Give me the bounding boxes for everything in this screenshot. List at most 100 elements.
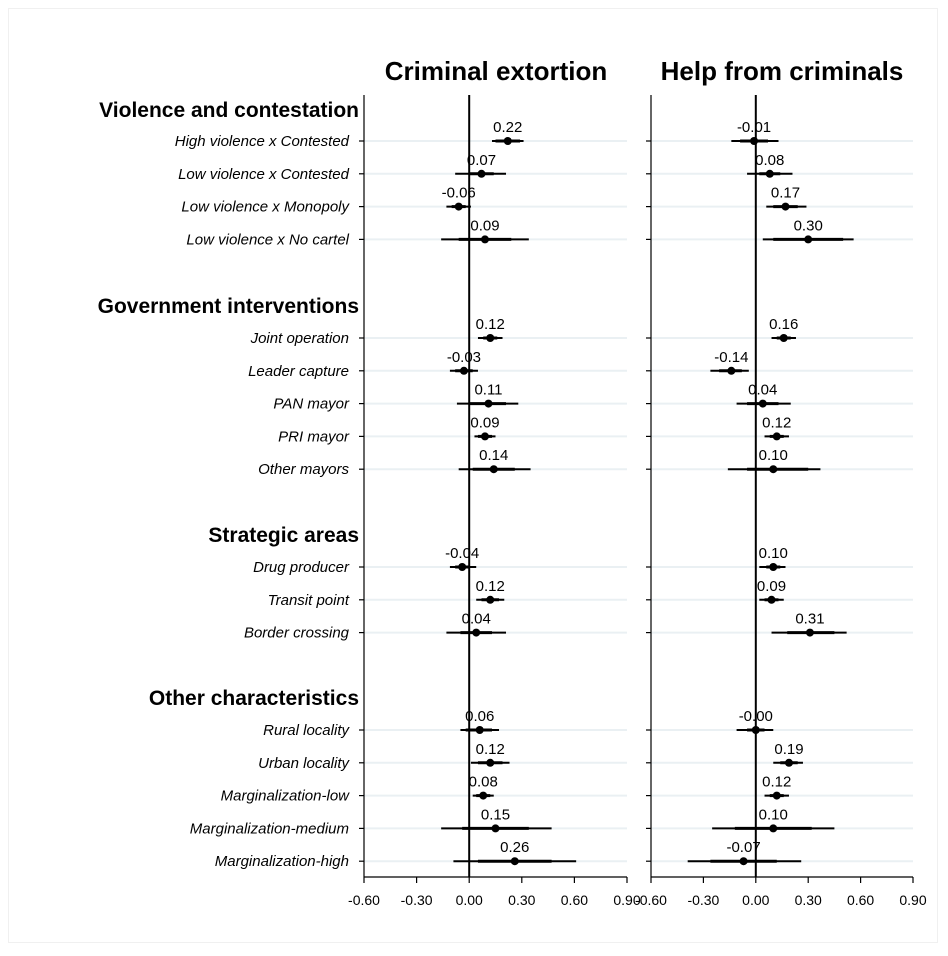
estimate-label: 0.12 bbox=[476, 741, 505, 758]
estimate-point bbox=[769, 465, 778, 474]
x-tick-label: 0.30 bbox=[508, 892, 535, 908]
estimate-label: -0.00 bbox=[739, 708, 773, 725]
row-label-drug-producer: Drug producer bbox=[253, 559, 350, 576]
x-tick-label: 0.60 bbox=[847, 892, 874, 908]
estimate-label: 0.12 bbox=[476, 316, 505, 333]
row-label-other-mayors: Other mayors bbox=[258, 461, 349, 478]
estimate-label: 0.19 bbox=[774, 741, 803, 758]
row-label-rural-locality: Rural locality bbox=[263, 722, 350, 739]
estimate-label: 0.10 bbox=[759, 545, 788, 562]
row-label-urban-locality: Urban locality bbox=[258, 755, 350, 772]
estimate-point bbox=[805, 628, 814, 637]
row-label-marginalization-medium: Marginalization-medium bbox=[190, 820, 349, 837]
panel-criminal-extortion: -0.60 -0.30 0.00 0.30 0.60 0.90 0.22 0.07 -0.06 0… bbox=[348, 95, 641, 908]
estimate-point bbox=[772, 791, 781, 800]
estimate-label: -0.06 bbox=[442, 185, 476, 202]
estimate-label: 0.04 bbox=[748, 382, 777, 399]
x-tick-label: 0.90 bbox=[899, 892, 926, 908]
estimate-label: -0.04 bbox=[445, 545, 479, 562]
group-title-violence-and-contestation: Violence and contestation bbox=[99, 99, 359, 122]
estimate-point bbox=[739, 857, 748, 866]
estimate-point bbox=[480, 235, 489, 244]
estimate-label: 0.30 bbox=[794, 217, 823, 234]
estimate-label: 0.04 bbox=[462, 611, 491, 628]
x-tick-label: -0.60 bbox=[348, 892, 380, 908]
row-label-marginalization-high: Marginalization-high bbox=[215, 853, 349, 870]
estimate-label: 0.17 bbox=[771, 185, 800, 202]
estimate-label: 0.12 bbox=[476, 578, 505, 595]
estimate-point bbox=[486, 595, 495, 604]
estimate-point bbox=[459, 366, 468, 375]
estimate-label: 0.11 bbox=[474, 382, 502, 399]
estimate-point bbox=[486, 334, 495, 342]
estimate-label: -0.07 bbox=[726, 839, 760, 856]
estimate-label: 0.15 bbox=[481, 806, 510, 823]
estimate-point bbox=[769, 563, 778, 571]
estimate-label: 0.12 bbox=[762, 774, 791, 791]
estimate-label: 0.08 bbox=[469, 774, 498, 791]
row-label-low-violence-x-no-cartel: Low violence x No cartel bbox=[186, 231, 349, 248]
estimate-label: 0.07 bbox=[467, 152, 496, 169]
estimate-point bbox=[758, 399, 767, 408]
group-title-other-characteristics: Other characteristics bbox=[149, 687, 359, 710]
estimate-label: 0.09 bbox=[470, 414, 499, 431]
row-label-marginalization-low: Marginalization-low bbox=[221, 788, 351, 805]
estimate-label: 0.09 bbox=[757, 578, 786, 595]
estimate-point bbox=[510, 857, 519, 866]
estimate-point bbox=[486, 758, 495, 767]
estimate-point bbox=[475, 726, 484, 734]
estimate-point bbox=[779, 334, 788, 342]
row-label-leader-capture: Leader capture bbox=[248, 363, 349, 380]
estimate-point bbox=[751, 726, 760, 734]
x-tick-label: -0.60 bbox=[635, 892, 667, 908]
estimate-point bbox=[769, 824, 778, 833]
row-label-transit-point: Transit point bbox=[268, 592, 350, 609]
estimate-label: 0.06 bbox=[465, 708, 494, 725]
estimate-label: 0.26 bbox=[500, 839, 529, 856]
estimate-point bbox=[727, 366, 736, 375]
estimate-point bbox=[503, 137, 512, 145]
estimate-point bbox=[479, 791, 488, 800]
estimate-label: 0.14 bbox=[479, 447, 508, 464]
estimate-point bbox=[489, 465, 498, 474]
panel-title-criminal-extortion: Criminal extortion bbox=[385, 56, 607, 86]
estimate-point bbox=[804, 235, 813, 244]
estimate-label: 0.22 bbox=[493, 119, 522, 136]
estimate-label: 0.10 bbox=[759, 806, 788, 823]
estimate-label: -0.01 bbox=[737, 119, 771, 136]
figure-frame bbox=[8, 8, 938, 943]
panel-help-from-criminals: -0.60 -0.30 0.00 0.30 0.60 0.90 -0.01 0.08 0.17 0… bbox=[635, 95, 927, 908]
x-tick-label: 0.30 bbox=[795, 892, 822, 908]
estimate-point bbox=[491, 824, 500, 833]
group-title-government-interventions: Government interventions bbox=[98, 295, 359, 318]
estimate-point bbox=[477, 169, 486, 178]
x-tick-label: 0.00 bbox=[742, 892, 769, 908]
estimate-label: 0.12 bbox=[762, 414, 791, 431]
row-label-pan-mayor: PAN mayor bbox=[273, 396, 350, 413]
row-label-joint-operation: Joint operation bbox=[250, 330, 349, 347]
estimate-point bbox=[781, 202, 790, 211]
estimate-point bbox=[765, 169, 774, 178]
group-titles: Violence and contestation Government inte… bbox=[98, 99, 359, 710]
estimate-label: 0.10 bbox=[759, 447, 788, 464]
estimate-point bbox=[772, 432, 781, 441]
x-tick-label: -0.30 bbox=[401, 892, 433, 908]
estimate-point bbox=[472, 628, 481, 637]
row-label-low-violence-x-contested: Low violence x Contested bbox=[178, 166, 350, 183]
estimate-label: 0.31 bbox=[795, 611, 824, 628]
estimate-label: 0.09 bbox=[470, 217, 499, 234]
x-tick-label: 0.90 bbox=[613, 892, 640, 908]
row-label-low-violence-x-monopoly: Low violence x Monopoly bbox=[181, 199, 350, 216]
estimate-point bbox=[767, 595, 776, 604]
estimate-label: -0.03 bbox=[447, 349, 481, 366]
group-title-strategic-areas: Strategic areas bbox=[208, 524, 359, 547]
x-tick-label: 0.00 bbox=[456, 892, 483, 908]
estimate-label: 0.16 bbox=[769, 316, 798, 333]
estimate-point bbox=[458, 563, 467, 571]
estimate-point bbox=[480, 432, 489, 441]
panel-title-help-from-criminals: Help from criminals bbox=[661, 56, 904, 86]
estimate-point bbox=[784, 758, 793, 767]
estimate-point bbox=[484, 399, 493, 408]
